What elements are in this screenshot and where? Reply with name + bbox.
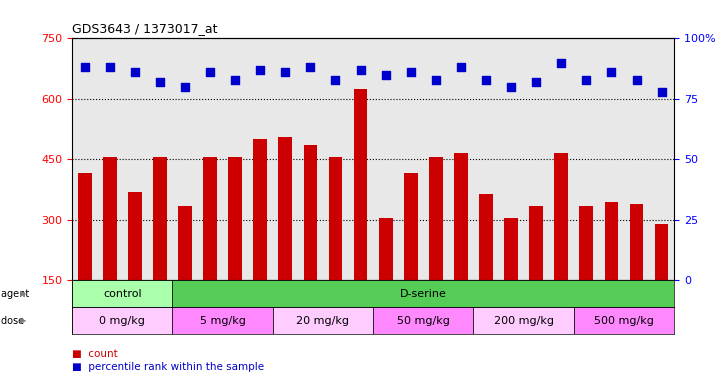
Point	[656, 89, 668, 95]
Text: ▶: ▶	[20, 289, 27, 298]
Text: 50 mg/kg: 50 mg/kg	[397, 316, 450, 326]
Point	[180, 84, 191, 90]
Point	[505, 84, 517, 90]
Point	[104, 65, 115, 71]
Bar	[72, 307, 172, 334]
Text: 5 mg/kg: 5 mg/kg	[200, 316, 246, 326]
Point	[79, 65, 90, 71]
Bar	[454, 153, 468, 341]
Point	[631, 76, 642, 83]
Point	[531, 79, 542, 85]
Bar	[554, 153, 568, 341]
Bar	[629, 204, 643, 341]
Text: 200 mg/kg: 200 mg/kg	[494, 316, 554, 326]
Bar	[72, 280, 172, 307]
Point	[229, 76, 241, 83]
Bar	[78, 174, 92, 341]
Point	[255, 67, 266, 73]
Bar	[178, 206, 192, 341]
Bar	[429, 157, 443, 341]
Bar	[580, 206, 593, 341]
Point	[480, 76, 492, 83]
Text: agent: agent	[1, 289, 32, 299]
Point	[405, 69, 417, 75]
Point	[204, 69, 216, 75]
Point	[606, 69, 617, 75]
Bar	[529, 206, 543, 341]
Bar	[153, 157, 167, 341]
Point	[380, 71, 392, 78]
Text: ▶: ▶	[20, 316, 27, 325]
Bar	[278, 137, 292, 341]
Bar	[604, 202, 619, 341]
Text: 20 mg/kg: 20 mg/kg	[296, 316, 350, 326]
Bar	[504, 218, 518, 341]
Point	[154, 79, 166, 85]
Bar	[354, 89, 368, 341]
Bar	[172, 280, 674, 307]
Bar	[103, 157, 117, 341]
Bar	[329, 157, 342, 341]
Bar	[229, 157, 242, 341]
Bar	[128, 192, 142, 341]
Bar	[404, 174, 417, 341]
Bar	[373, 307, 474, 334]
Bar	[379, 218, 392, 341]
Text: 500 mg/kg: 500 mg/kg	[594, 316, 654, 326]
Bar	[273, 307, 373, 334]
Point	[280, 69, 291, 75]
Text: ■  percentile rank within the sample: ■ percentile rank within the sample	[72, 362, 264, 372]
Text: ■  count: ■ count	[72, 349, 118, 359]
Text: control: control	[103, 289, 141, 299]
Point	[129, 69, 141, 75]
Text: GDS3643 / 1373017_at: GDS3643 / 1373017_at	[72, 22, 218, 35]
Point	[455, 65, 466, 71]
Bar	[203, 157, 217, 341]
Text: D-serine: D-serine	[400, 289, 447, 299]
Bar	[253, 139, 267, 341]
Bar	[474, 307, 574, 334]
Point	[355, 67, 366, 73]
Bar	[479, 194, 493, 341]
Point	[580, 76, 592, 83]
Text: 0 mg/kg: 0 mg/kg	[99, 316, 145, 326]
Bar	[304, 145, 317, 341]
Bar	[172, 307, 273, 334]
Point	[430, 76, 441, 83]
Text: dose: dose	[1, 316, 27, 326]
Point	[305, 65, 317, 71]
Bar	[574, 307, 674, 334]
Point	[555, 60, 567, 66]
Point	[329, 76, 341, 83]
Bar	[655, 224, 668, 341]
